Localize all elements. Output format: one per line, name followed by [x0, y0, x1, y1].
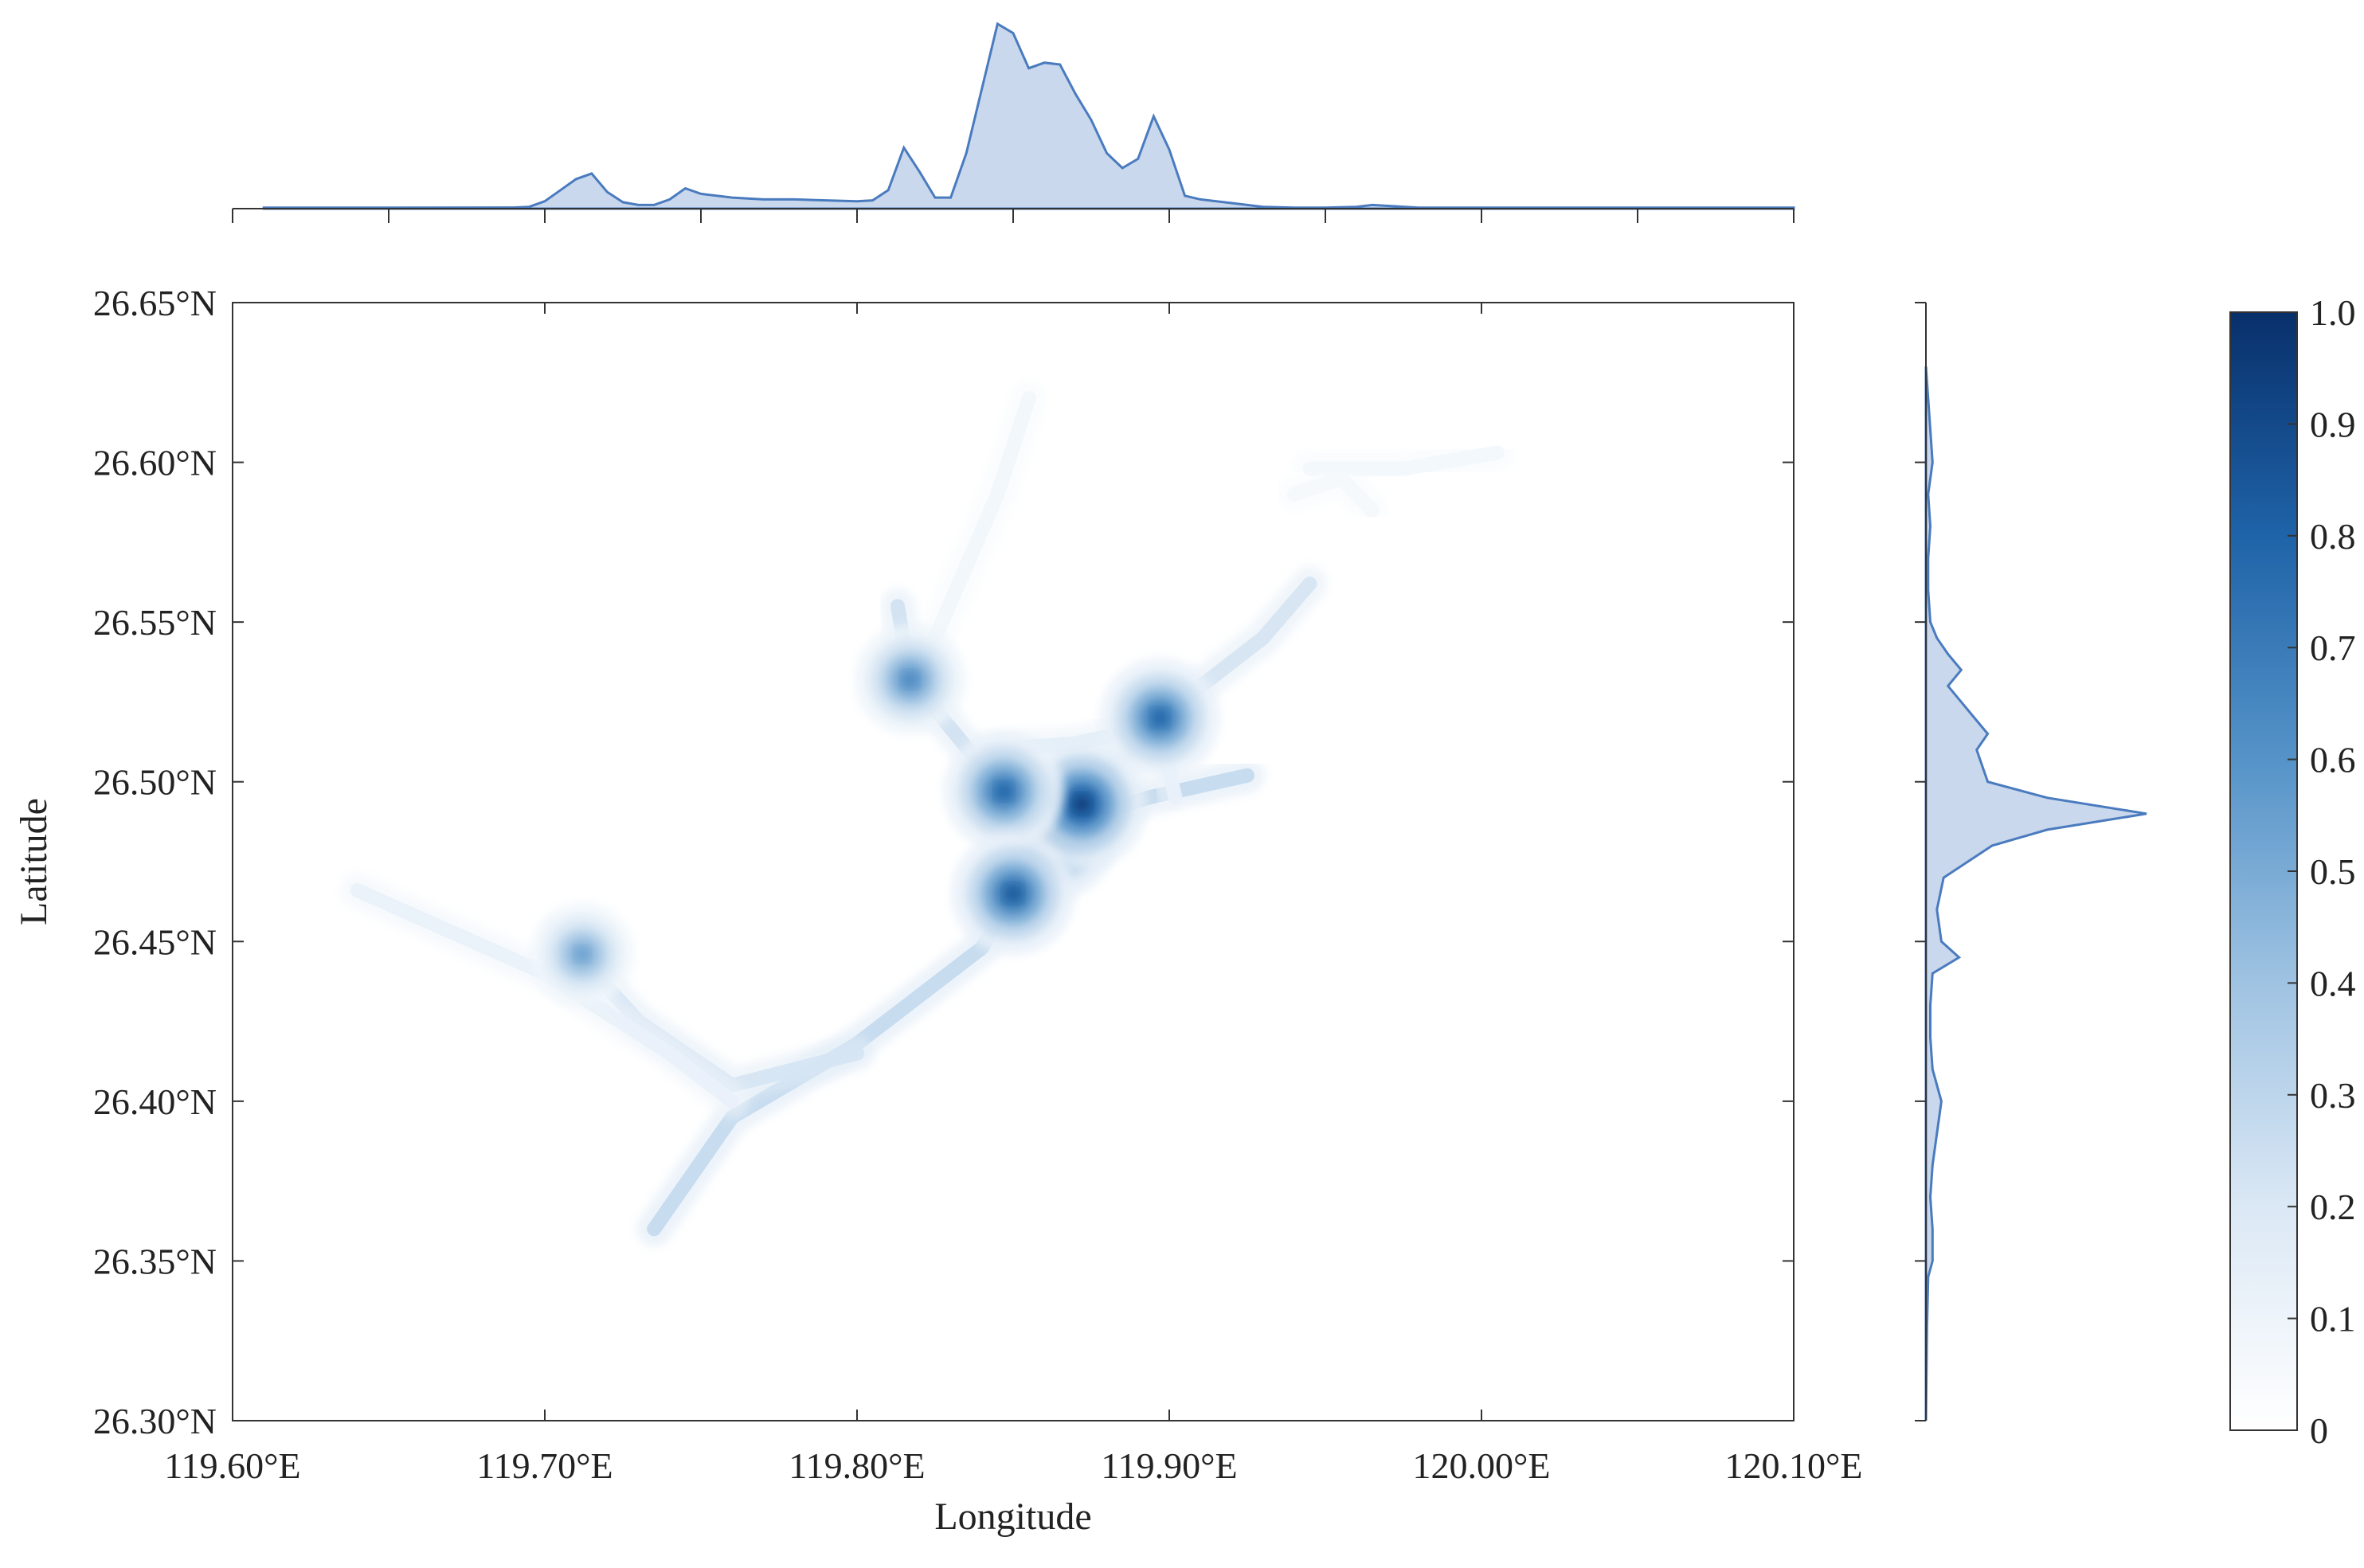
- y-tick-label-0: 26.30°N: [93, 1401, 217, 1441]
- colorbar-gradient: [2229, 311, 2298, 1431]
- x-tick-label-1: 119.70°E: [476, 1445, 613, 1486]
- x-tick-label-4: 120.00°E: [1413, 1445, 1551, 1486]
- hotspot-3: [951, 831, 1075, 956]
- x-axis: 119.60°E 119.70°E 119.80°E 119.90°E 120.00°E…: [164, 303, 1863, 1486]
- y-tick-label-4: 26.50°N: [93, 762, 217, 803]
- hotspot-5: [855, 624, 965, 735]
- density-layer: [339, 381, 1515, 1247]
- colorbar-tick-label-0: 0: [2310, 1410, 2328, 1451]
- colorbar-tick-label-8: 0.8: [2310, 516, 2356, 557]
- colorbar-tick-label-9: 0.9: [2310, 404, 2356, 444]
- y-tick-label-3: 26.45°N: [93, 921, 217, 962]
- colorbar: 0 0.1 0.2 0.3 0.4 0.5 0.6 0.7 0.8 0.9 1.0: [2229, 292, 2356, 1451]
- colorbar-tick-label-2: 0.2: [2310, 1187, 2356, 1227]
- marginal-latitude: [1915, 302, 2147, 1421]
- marginal-longitude: [232, 22, 1795, 223]
- marginal-x-ticks: [232, 209, 1795, 223]
- x-tick-label-0: 119.60°E: [164, 1445, 300, 1486]
- colorbar-tick-label-4: 0.4: [2310, 963, 2356, 1003]
- y-tick-label-2: 26.40°N: [93, 1081, 217, 1122]
- corridor-10: [1286, 471, 1380, 518]
- density-map: 119.60°E 119.70°E 119.80°E 119.90°E 120.00°E…: [13, 283, 1863, 1538]
- hotspot-4: [1099, 657, 1220, 779]
- y-axis: 26.30°N 26.35°N 26.40°N 26.45°N 26.50°N 26.55…: [93, 283, 1794, 1441]
- colorbar-tick-label-7: 0.7: [2310, 628, 2356, 668]
- y-tick-label-6: 26.60°N: [93, 443, 217, 483]
- y-tick-label-1: 26.35°N: [93, 1241, 217, 1281]
- y-axis-title: Latitude: [13, 798, 55, 925]
- corridor-8: [928, 391, 1036, 646]
- x-axis-title: Longitude: [934, 1496, 1091, 1538]
- marginal-x-density: [262, 22, 1795, 210]
- y-tick-label-5: 26.55°N: [93, 602, 217, 643]
- hotspot-6: [530, 902, 635, 1007]
- y-tick-label-7: 26.65°N: [93, 283, 217, 323]
- colorbar-tick-label-10: 1.0: [2310, 292, 2356, 333]
- x-tick-label-3: 119.90°E: [1101, 1445, 1237, 1486]
- colorbar-ticks: 0 0.1 0.2 0.3 0.4 0.5 0.6 0.7 0.8 0.9 1.0: [2288, 292, 2356, 1451]
- colorbar-tick-label-1: 0.1: [2310, 1299, 2356, 1339]
- x-tick-label-2: 119.80°E: [789, 1445, 925, 1486]
- corridor-2: [350, 883, 740, 1109]
- x-tick-label-5: 120.10°E: [1725, 1445, 1863, 1486]
- colorbar-tick-label-6: 0.6: [2310, 740, 2356, 780]
- marginal-y-ticks: [1915, 302, 1926, 1421]
- colorbar-tick-label-3: 0.3: [2310, 1075, 2356, 1116]
- colorbar-tick-label-5: 0.5: [2310, 851, 2356, 892]
- marginal-y-density: [1924, 366, 2147, 1421]
- hotspot-2: [943, 731, 1064, 852]
